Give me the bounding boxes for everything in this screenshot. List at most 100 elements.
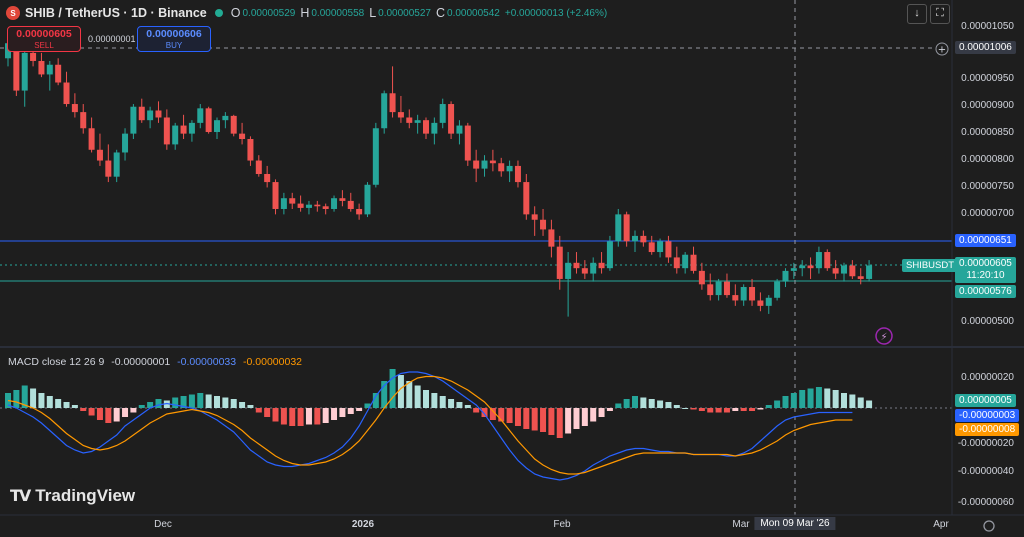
buy-price: 0.00000606 bbox=[146, 28, 202, 40]
price-tick: 0.00000950 bbox=[961, 73, 1014, 84]
market-open-icon bbox=[214, 9, 223, 17]
fullscreen-icon[interactable]: ⛶ bbox=[930, 4, 950, 24]
macd-histogram-bar bbox=[673, 405, 680, 408]
macd-histogram-bar bbox=[239, 402, 246, 408]
candle-body bbox=[305, 204, 312, 208]
low-value: 0.00000527 bbox=[378, 7, 431, 19]
macd-histogram-bar bbox=[230, 399, 237, 408]
macd-histogram-bar bbox=[598, 408, 605, 417]
candle-body bbox=[481, 160, 488, 169]
candle-body bbox=[456, 125, 463, 134]
tradingview-logo-icon: 𝗧𝗩 bbox=[10, 488, 31, 505]
macd-histogram-bar bbox=[88, 408, 95, 416]
macd-histogram-bar bbox=[105, 408, 112, 423]
buy-button[interactable]: 0.00000606 BUY bbox=[137, 26, 211, 52]
macd-histogram-bar bbox=[347, 408, 354, 414]
candle-body bbox=[88, 128, 95, 150]
macd-histogram-bar bbox=[615, 403, 622, 408]
candle-body bbox=[673, 257, 680, 269]
macd-histogram-bar bbox=[289, 408, 296, 426]
candle-body bbox=[581, 268, 588, 274]
macd-histogram-bar bbox=[163, 400, 170, 408]
macd-header[interactable]: MACD close 12 26 9 -0.00000001 -0.000000… bbox=[8, 356, 302, 368]
macd-tick: -0.00000040 bbox=[957, 466, 1014, 477]
download-icon[interactable]: ↓ bbox=[907, 4, 927, 24]
candle-body bbox=[489, 160, 496, 164]
macd-histogram-bar bbox=[188, 394, 195, 408]
candle-body bbox=[439, 104, 446, 123]
open-key: O bbox=[230, 6, 241, 20]
candle-body bbox=[138, 106, 145, 121]
macd-histogram-bar bbox=[866, 400, 873, 408]
macd-histogram-bar bbox=[96, 408, 103, 420]
candle-body bbox=[732, 295, 739, 301]
tradingview-logo[interactable]: 𝗧𝗩 TradingView bbox=[10, 486, 135, 506]
price-tick: 0.00001050 bbox=[961, 21, 1014, 32]
candle-body bbox=[147, 110, 154, 121]
macd-label: MACD close 12 26 9 bbox=[8, 356, 105, 368]
macd-histogram-bar bbox=[322, 408, 329, 423]
macd-histogram-bar bbox=[832, 390, 839, 408]
candle-body bbox=[623, 214, 630, 242]
candle-body bbox=[857, 276, 864, 279]
candle-body bbox=[431, 122, 438, 134]
candle-body bbox=[448, 104, 455, 134]
macd-histogram-bar bbox=[556, 408, 563, 438]
macd-histogram-bar bbox=[222, 397, 229, 408]
lightning-icon bbox=[875, 327, 893, 345]
green-line-tag: 0.00000576 bbox=[955, 285, 1016, 298]
macd-histogram bbox=[5, 369, 873, 438]
sell-label: SELL bbox=[34, 41, 54, 50]
candle-body bbox=[698, 270, 705, 285]
candle-body bbox=[180, 125, 187, 134]
candle-body bbox=[264, 174, 271, 183]
candle-body bbox=[272, 182, 279, 209]
candle-body bbox=[188, 122, 195, 134]
candle-body bbox=[397, 112, 404, 118]
macd-histogram-bar bbox=[707, 408, 714, 413]
macd-histogram-bar bbox=[30, 388, 37, 408]
candle-body bbox=[632, 235, 638, 242]
symbol-title[interactable]: SHIB / TetherUS · 1D · Binance bbox=[25, 6, 207, 20]
candle-body bbox=[80, 112, 87, 129]
candle-body bbox=[381, 93, 388, 129]
candle-body bbox=[665, 241, 672, 258]
macd-histogram-bar bbox=[423, 390, 429, 408]
macd-histogram-bar bbox=[155, 399, 162, 408]
candle-body bbox=[799, 265, 806, 269]
change-value: +0.00000013 (+2.46%) bbox=[504, 7, 608, 19]
macd-histogram-bar bbox=[147, 402, 154, 408]
last-price: 0.00000605 bbox=[959, 258, 1012, 269]
candle-body bbox=[590, 262, 597, 274]
crosshair-price-tag: 0.00001006 bbox=[955, 41, 1016, 54]
macd-histogram-bar bbox=[698, 408, 705, 411]
macd-histogram-bar bbox=[414, 385, 421, 408]
candle-body bbox=[740, 287, 747, 301]
candle-body bbox=[364, 184, 371, 215]
settings-icon bbox=[983, 520, 995, 532]
macd-histogram-bar bbox=[331, 408, 338, 420]
macd-histogram-bar bbox=[723, 408, 730, 413]
candle-body bbox=[657, 241, 664, 253]
candle-body bbox=[63, 82, 70, 105]
macd-histogram-bar bbox=[540, 408, 547, 432]
macd-histogram-bar bbox=[13, 390, 20, 408]
macd-histogram-bar bbox=[548, 408, 555, 435]
macd-histogram-bar bbox=[857, 397, 864, 408]
sell-button[interactable]: 0.00000605 SELL bbox=[7, 26, 81, 52]
macd-line-tag: -0.00000003 bbox=[955, 409, 1020, 422]
macd-histogram-bar bbox=[824, 388, 831, 408]
macd-histogram-bar bbox=[799, 390, 806, 408]
candles bbox=[5, 37, 873, 317]
macd-histogram-bar bbox=[498, 408, 505, 422]
candle-body bbox=[322, 206, 329, 209]
candle-body bbox=[38, 60, 45, 75]
candle-body bbox=[749, 287, 756, 301]
candle-body bbox=[30, 52, 37, 61]
candle-body bbox=[615, 214, 622, 242]
macd-histogram-bar bbox=[749, 408, 756, 411]
high-key: H bbox=[300, 6, 310, 20]
candle-body bbox=[606, 241, 613, 269]
macd-histogram-bar bbox=[732, 408, 739, 411]
